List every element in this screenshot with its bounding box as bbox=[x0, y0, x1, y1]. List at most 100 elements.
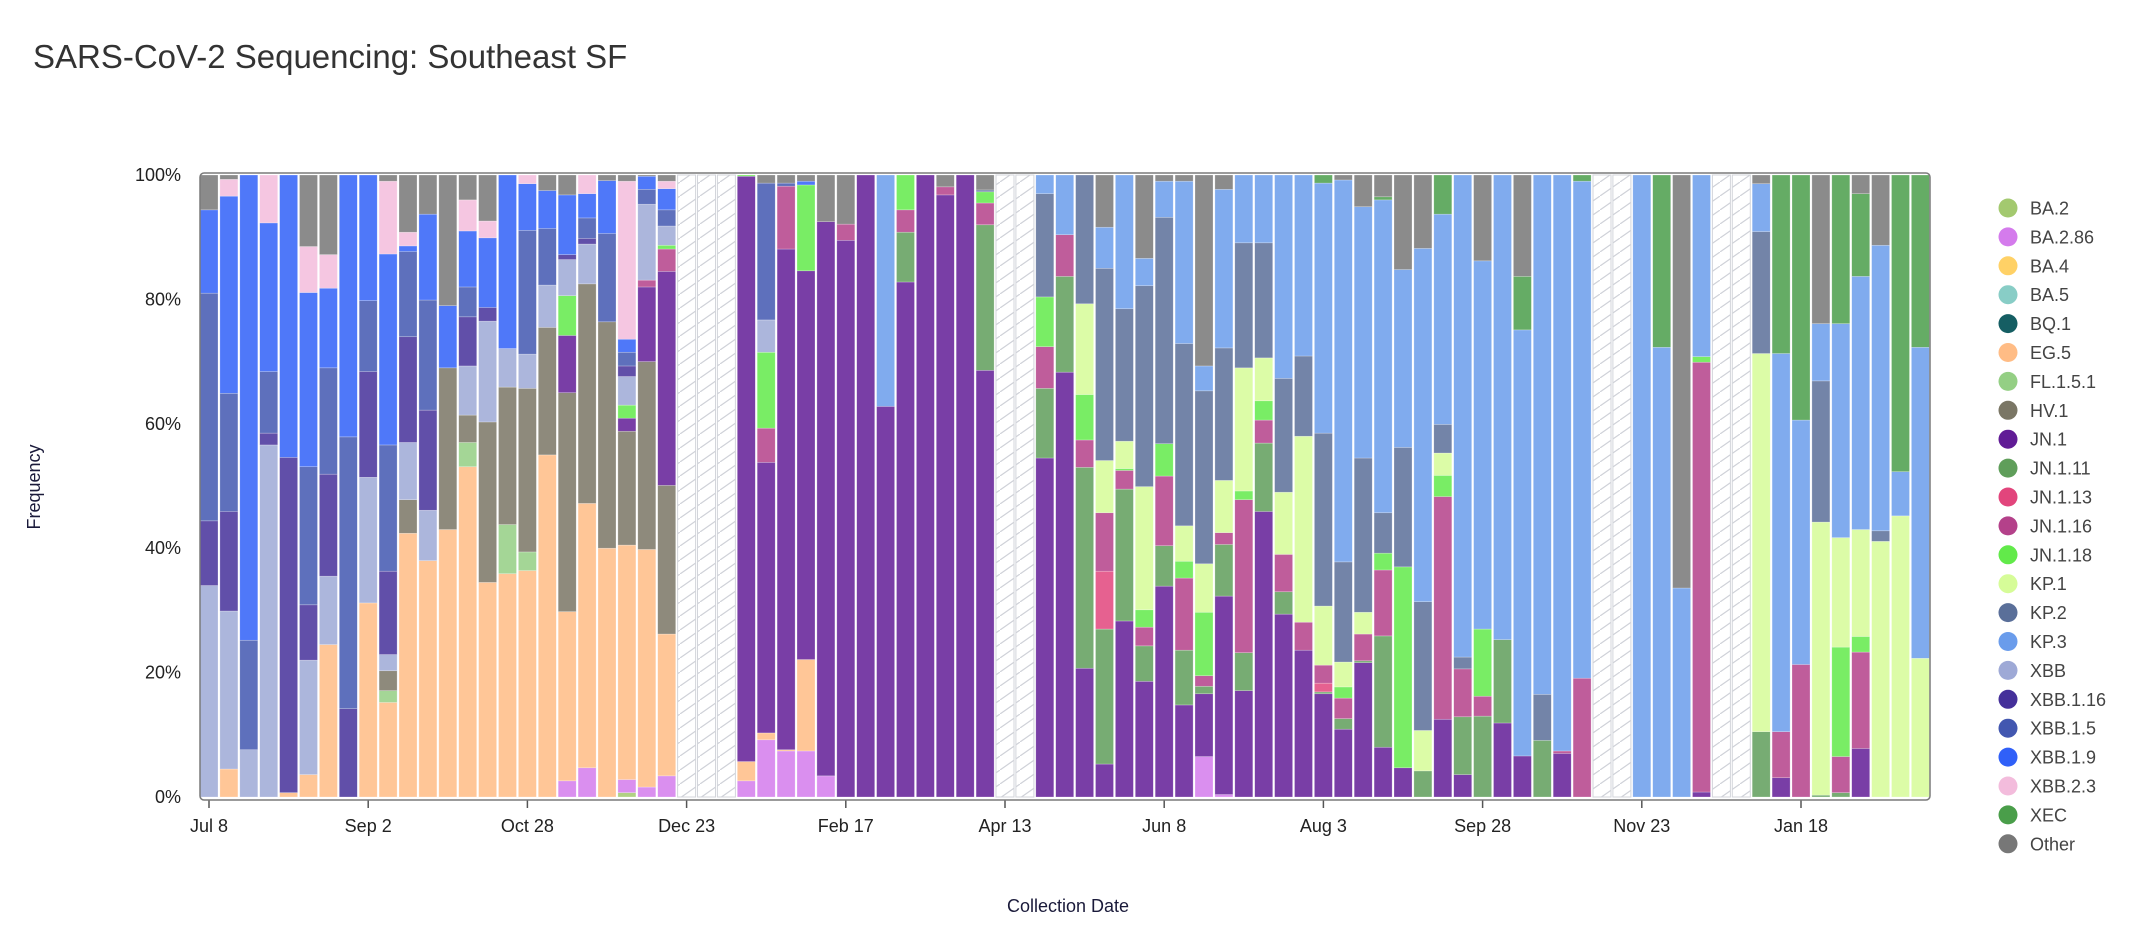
bar-segment-other[interactable] bbox=[975, 174, 995, 191]
bar-segment-jn-1-11[interactable] bbox=[1035, 388, 1055, 459]
bar-segment-jn-1-18[interactable] bbox=[617, 404, 637, 419]
legend-item[interactable]: BA.2.86 bbox=[1998, 227, 2095, 247]
bar-segment-jn-1[interactable] bbox=[657, 271, 677, 486]
bar-segment-jn-1-16[interactable] bbox=[1353, 633, 1373, 662]
bar-segment-jn-1[interactable] bbox=[1194, 693, 1214, 757]
bar-segment-xbb[interactable] bbox=[239, 749, 259, 798]
bar-segment-jn-1-18[interactable] bbox=[1831, 646, 1851, 757]
bar-segment-kp-1[interactable] bbox=[1115, 440, 1134, 469]
bar-segment-xbb[interactable] bbox=[378, 654, 398, 672]
bar-segment-jn-1-11[interactable] bbox=[1234, 652, 1254, 691]
bar-segment-xbb-2-3[interactable] bbox=[617, 180, 637, 340]
bar-segment-kp-3[interactable] bbox=[1174, 180, 1194, 344]
bar-segment-jn-1[interactable] bbox=[1174, 704, 1194, 798]
bar-segment-xbb-1-16[interactable] bbox=[199, 520, 219, 586]
bar-segment-eg-5[interactable] bbox=[557, 611, 577, 782]
bar-segment-xbb-1-5[interactable] bbox=[657, 209, 677, 227]
bar-segment-kp-1[interactable] bbox=[1135, 486, 1154, 611]
bar-segment-hv-1[interactable] bbox=[458, 414, 478, 443]
bar-segment-jn-1-11[interactable] bbox=[1194, 685, 1214, 695]
bar-segment-jn-1-18[interactable] bbox=[975, 191, 995, 204]
bar-segment-kp-2[interactable] bbox=[1214, 347, 1234, 481]
bar-segment-kp-2[interactable] bbox=[1334, 561, 1353, 663]
legend-item[interactable]: KP.3 bbox=[1998, 632, 2067, 652]
bar-segment-jn-1-11[interactable] bbox=[1413, 770, 1433, 798]
bar-segment-kp-2[interactable] bbox=[1393, 447, 1413, 568]
bar-segment-jn-1-16[interactable] bbox=[1771, 731, 1791, 779]
bar-segment-kp-2[interactable] bbox=[1314, 432, 1333, 607]
bar-segment-jn-1-11[interactable] bbox=[1274, 591, 1293, 615]
bar-segment-eg-5[interactable] bbox=[458, 466, 478, 798]
bar-segment-kp-2[interactable] bbox=[1413, 601, 1433, 731]
bar-segment-kp-3[interactable] bbox=[1433, 213, 1453, 425]
bar-segment-xbb-1-5[interactable] bbox=[319, 367, 338, 475]
bar-segment-jn-1-16[interactable] bbox=[1274, 554, 1293, 593]
legend-item[interactable]: XBB.1.9 bbox=[1998, 747, 2097, 768]
bar-segment-jn-1-16[interactable] bbox=[1035, 346, 1055, 389]
bar-segment-xbb-1-9[interactable] bbox=[478, 237, 497, 308]
bar-segment-jn-1-11[interactable] bbox=[1751, 731, 1771, 798]
bar-segment-jn-1[interactable] bbox=[1433, 718, 1453, 798]
bar-segment-xec[interactable] bbox=[1911, 174, 1930, 348]
bar-segment-eg-5[interactable] bbox=[319, 644, 338, 798]
bar-segment-kp-3[interactable] bbox=[1652, 346, 1671, 798]
bar-segment-other[interactable] bbox=[1194, 174, 1214, 367]
bar-segment-kp-1[interactable] bbox=[1353, 611, 1373, 635]
bar-segment-kp-3[interactable] bbox=[1791, 419, 1811, 665]
bar-segment-kp-3[interactable] bbox=[1692, 174, 1711, 357]
bar-segment-jn-1-18[interactable] bbox=[1254, 400, 1273, 421]
bar-segment-xec[interactable] bbox=[1433, 174, 1453, 215]
bar-segment-kp-3[interactable] bbox=[1095, 226, 1114, 269]
bar-segment-xbb-1-9[interactable] bbox=[418, 213, 438, 301]
bar-segment-kp-3[interactable] bbox=[1274, 174, 1293, 379]
bar-segment-kp-3[interactable] bbox=[1493, 174, 1512, 640]
bar-segment-other[interactable] bbox=[1851, 174, 1870, 194]
bar-segment-xbb-1-16[interactable] bbox=[557, 254, 577, 260]
bar-segment-jn-1-18[interactable] bbox=[796, 184, 816, 272]
bar-segment-jn-1-16[interactable] bbox=[1334, 697, 1353, 719]
bar-segment-hv-1[interactable] bbox=[577, 283, 597, 504]
bar-segment-xbb-1-9[interactable] bbox=[498, 174, 517, 349]
bar-segment-eg-5[interactable] bbox=[637, 549, 657, 788]
bar-segment-jn-1-11[interactable] bbox=[1135, 645, 1154, 682]
bar-segment-xbb-1-16[interactable] bbox=[398, 336, 418, 443]
bar-segment-kp-1[interactable] bbox=[1871, 541, 1890, 798]
bar-segment-jn-1-18[interactable] bbox=[736, 174, 756, 177]
bar-segment-jn-1[interactable] bbox=[1393, 767, 1413, 798]
bar-segment-xbb-1-9[interactable] bbox=[637, 175, 657, 190]
bar-segment-xbb[interactable] bbox=[637, 203, 657, 281]
bar-segment-other[interactable] bbox=[458, 174, 478, 201]
bar-segment-xbb-2-3[interactable] bbox=[259, 174, 279, 224]
bar-segment-jn-1-11[interactable] bbox=[896, 231, 915, 283]
bar-segment-xbb-2-3[interactable] bbox=[398, 231, 418, 247]
bar-segment-kp-2[interactable] bbox=[1174, 343, 1194, 527]
bar-segment-xbb-1-5[interactable] bbox=[299, 466, 318, 606]
bar-segment-hv-1[interactable] bbox=[518, 388, 537, 553]
bar-segment-xbb-1-9[interactable] bbox=[319, 287, 338, 369]
bar-segment-kp-3[interactable] bbox=[1811, 323, 1831, 382]
bar-segment-ba-2-86[interactable] bbox=[557, 780, 577, 798]
bar-segment-jn-1-11[interactable] bbox=[975, 224, 995, 371]
bar-segment-jn-1-18[interactable] bbox=[1692, 356, 1711, 363]
bar-segment-jn-1[interactable] bbox=[1035, 457, 1055, 798]
bar-segment-jn-1[interactable] bbox=[1453, 774, 1472, 798]
bar-segment-kp-3[interactable] bbox=[1771, 353, 1791, 732]
bar-segment-xbb-1-16[interactable] bbox=[378, 570, 398, 655]
bar-segment-eg-5[interactable] bbox=[597, 547, 617, 798]
bar-segment-jn-1-11[interactable] bbox=[1334, 718, 1353, 730]
bar-segment-kp-1[interactable] bbox=[1174, 525, 1194, 562]
bar-segment-ba-2[interactable] bbox=[617, 792, 637, 798]
bar-segment-kp-3[interactable] bbox=[1115, 174, 1134, 310]
bar-segment-xbb-1-16[interactable] bbox=[478, 307, 497, 322]
bar-segment-ba-2-86[interactable] bbox=[617, 779, 637, 793]
bar-segment-other[interactable] bbox=[219, 174, 239, 180]
bar-segment-eg-5[interactable] bbox=[378, 702, 398, 798]
bar-segment-xbb-1-9[interactable] bbox=[299, 292, 318, 468]
bar-segment-other[interactable] bbox=[1135, 174, 1154, 259]
bar-segment-kp-2[interactable] bbox=[1194, 390, 1214, 565]
bar-segment-kp-2[interactable] bbox=[1274, 378, 1293, 493]
bar-segment-kp-1[interactable] bbox=[1254, 357, 1273, 402]
bar-segment-kp-2[interactable] bbox=[1533, 694, 1552, 741]
bar-segment-xbb-1-5[interactable] bbox=[637, 189, 657, 205]
bar-segment-xbb-1-5[interactable] bbox=[239, 639, 259, 751]
